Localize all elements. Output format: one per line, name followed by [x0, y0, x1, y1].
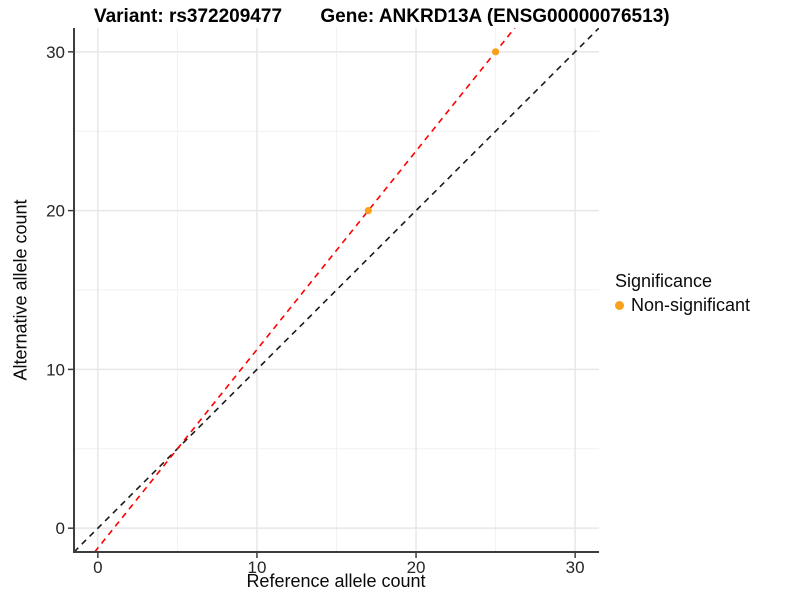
legend-title: Significance: [615, 271, 713, 291]
data-point: [491, 48, 500, 56]
x-tick-label: 30: [566, 558, 585, 577]
variant-title: Variant: rs372209477: [93, 6, 283, 27]
x-axis-title: Reference allele count: [246, 571, 426, 591]
legend: Significance Non-significant: [615, 271, 750, 316]
x-tick-label: 10: [247, 558, 266, 577]
y-tick-label: 10: [46, 360, 65, 379]
legend-item-label: Non-significant: [631, 295, 751, 315]
gene-title: Gene: ANKRD13A (ENSG00000076513): [320, 6, 670, 27]
allelic-ratio-line: [93, 28, 516, 552]
data-point: [364, 207, 372, 215]
x-tick-label: 20: [407, 558, 426, 577]
y-tick-label: 30: [46, 43, 65, 62]
legend-point-swatch: [615, 301, 624, 310]
y-tick-label: 0: [56, 519, 65, 538]
identity-line: [74, 28, 599, 552]
y-tick-label: 20: [46, 202, 65, 221]
legend-item: Non-significant: [615, 295, 750, 316]
x-tick-label: 0: [93, 558, 102, 577]
y-axis-title: Alternative allele count: [10, 199, 31, 381]
